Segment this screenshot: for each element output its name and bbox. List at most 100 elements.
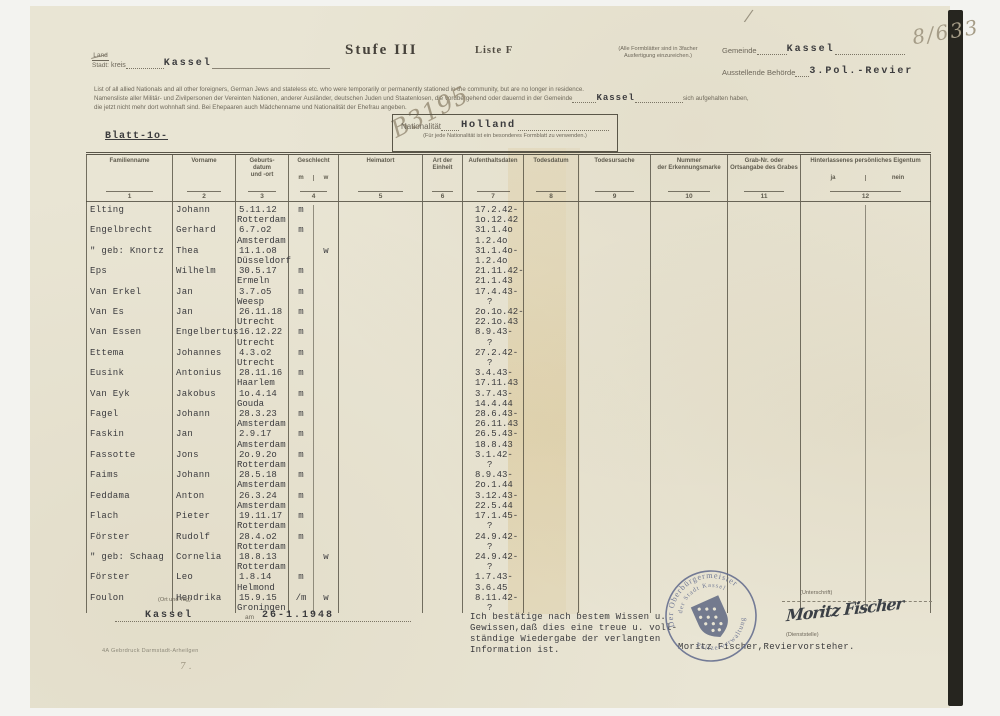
column-number: 11 [760,193,768,200]
cell-todesursache [578,490,651,512]
cell-eigentum [800,511,931,532]
cell-todesdatum [523,511,579,532]
table-row: Feddama Anton 26.3.24 Amsterdam m 3.12.43- 22.… [86,490,931,512]
cell-vorname: Hendrika [172,592,236,614]
cell-vorname: Anton [172,490,236,512]
dotted-leader [125,60,164,69]
gemeinde-value: Kassel [786,44,835,55]
stamp-seal-icon: Der Oberbürgermeister der Stadt Kassel P… [652,558,757,662]
cell-heimatort [338,572,423,593]
cell-vorname: Jan [172,429,236,450]
table-row: Van Eyk Jakobus 1o.4.14 Gouda m 3.7.43- 14.4.4… [86,388,931,410]
aufenthalt-bis-value: 2o.1.44 [475,480,513,491]
geschlecht-w-value: w [313,551,338,573]
eigentum-nein-value [865,266,930,287]
column-number: 12 [861,193,870,200]
cell-familienname: Eusink [86,368,173,389]
column-header-2: Vorname 2 [172,152,236,202]
table-row: Van Erkel Jan 3.7.o5 Weesp m 17.4.43-? [86,286,931,308]
table-row: Förster Leo 1.8.14 Helmond m 1.7.43- 3.6.45 [86,572,931,593]
cell-erkennungsmarke [650,327,728,348]
table-row: Foulon Hendrika 15.9.15 Groningen/m w 8.11.42… [86,592,931,614]
cell-erkennungsmarke [650,409,728,430]
cell-geschlecht: m [288,449,339,471]
cell-heimatort [338,307,423,328]
eigentum-nein-value [865,368,930,389]
cell-eigentum [800,201,931,226]
cell-grab-nr [727,347,801,369]
familienname-value: Förster [90,531,130,542]
cell-art-der-einheit [422,551,463,573]
cell-grab-nr [727,551,801,573]
geschlecht-w-value [313,409,338,430]
aufenthalt-bis-value: 3.6.45 [475,582,508,593]
cell-geburt: 11.1.o8 Düsseldorf [235,245,291,267]
aufenthalt-von-value: 17.1.45- [475,511,519,522]
cell-eigentum [800,592,931,614]
archive-number-pencil: 8/633 [910,14,982,50]
cell-aufenthaltsdaten: 1.7.43- 3.6.45 [462,572,524,593]
cell-familienname: Faskin [86,429,173,450]
column-label: Grab-Nr. oder Ortsangabe des Grabes [730,158,798,171]
cell-todesdatum [523,201,579,226]
geschlecht-m-value: m [298,388,304,399]
cell-geschlecht: w [288,245,339,267]
aufenthalt-von-value: 8.11.42- [475,592,519,603]
nationality-note: (Für jede Nationalität ist ein besondere… [423,133,587,139]
nationality-label: Nationalität [401,122,442,131]
cell-art-der-einheit [422,347,463,369]
aufenthalt-bis-value: ? [487,562,493,573]
cell-todesursache [578,225,651,246]
cell-eigentum [800,449,931,471]
aufenthalt-bis-value: 22.1o.43 [475,317,519,328]
cell-todesdatum [523,470,579,491]
intro-line-de-b: sich aufgehalten haben, [682,95,749,103]
cell-todesursache [578,429,651,450]
eigentum-ja-value [801,409,865,429]
cell-familienname: " geb: Schaag [86,551,173,573]
cell-art-der-einheit [422,266,463,287]
aufenthalt-bis-value: ? [487,602,493,613]
cell-geburt: 28.5.18 Amsterdam [235,470,289,491]
cell-eigentum [800,388,931,410]
aufenthalt-bis-value: ? [487,337,493,348]
cell-art-der-einheit [422,592,463,614]
geburtsdatum-value: 15.9.15 [239,592,277,603]
geschlecht-m-value: m [298,511,304,522]
geschlecht-m-value: m [298,572,304,583]
geburtsort-value: Amsterdam [237,419,286,430]
column-header-1: Familienname 1 [86,152,173,202]
cell-geburt: 5.11.12 Rotterdam [235,201,289,226]
table-row: Ettema Johannes 4.3.o2 Utrecht m 27.2.42-? [86,347,931,369]
eigentum-ja-value [801,552,865,572]
cell-art-der-einheit [422,388,463,410]
copy-note-line2: Ausfertigung einzureichen.) [623,53,693,59]
vorname-value: Engelbertus [176,327,239,338]
geschlecht-m-value [289,552,313,572]
nationality-box: Nationalität Holland (Für jede Nationali… [392,114,618,152]
cell-familienname: Foulon [86,592,173,614]
geschlecht-w-value [313,531,338,552]
familienname-value: Ettema [90,347,125,358]
vorname-value: Cornelia [176,551,222,562]
column-header-12: Hinterlassenes persönliches Eigentum ja ne… [800,152,931,202]
column-header-11: Grab-Nr. oder Ortsangabe des Grabes 11 [727,152,801,202]
vorname-value: Jan [176,429,194,440]
subcolumn-label: ja [830,175,836,181]
geschlecht-w-value [313,225,338,246]
cell-eigentum [800,572,931,593]
aufenthalt-bis-value: 1o.12.42 [475,215,519,226]
cell-todesursache [578,368,651,389]
geburtsort-value: Rotterdam [237,562,286,573]
cell-geschlecht: m [288,307,339,328]
aufenthalt-von-value: 3.7.43- [475,388,513,399]
cell-todesursache [578,409,651,430]
cell-todesursache [578,286,651,308]
geburtsort-value: Weesp [237,296,265,307]
cell-eigentum [800,551,931,573]
familienname-value: Engelbrecht [90,225,153,236]
cell-aufenthaltsdaten: 21.11.42- 21.1.43 [462,266,524,287]
aufenthalt-von-value: 8.9.43- [475,327,513,338]
land-label: Land [93,52,108,59]
cell-vorname: Antonius [172,368,236,389]
